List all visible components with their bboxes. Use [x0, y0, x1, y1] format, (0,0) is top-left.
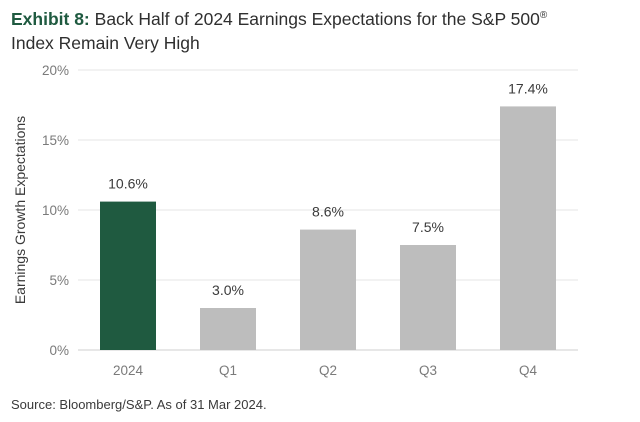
x-tick-label: Q1	[219, 363, 237, 378]
data-label: 3.0%	[212, 282, 244, 298]
chart-title: Exhibit 8: Back Half of 2024 Earnings Ex…	[11, 7, 611, 55]
source-note: Source: Bloomberg/S&P. As of 31 Mar 2024…	[11, 397, 267, 412]
x-tick-label: 2024	[113, 363, 144, 378]
x-tick-label: Q4	[519, 363, 538, 378]
y-tick-label: 20%	[42, 63, 69, 78]
data-label: 7.5%	[412, 219, 444, 235]
data-label: 10.6%	[108, 176, 148, 192]
bar-q3	[400, 245, 456, 350]
x-tick-label: Q2	[319, 363, 337, 378]
x-tick-label: Q3	[419, 363, 437, 378]
title-line-2: Index Remain Very High	[11, 33, 200, 53]
bar-2024	[100, 201, 156, 350]
y-tick-label: 10%	[42, 203, 69, 218]
y-tick-label: 15%	[42, 133, 69, 148]
y-tick-label: 0%	[49, 343, 69, 358]
bar-q4	[500, 106, 556, 351]
y-tick-label: 5%	[49, 273, 69, 288]
bar-q2	[300, 229, 356, 350]
data-label: 17.4%	[508, 80, 548, 96]
data-label: 8.6%	[312, 204, 344, 220]
bar-q1	[200, 308, 256, 350]
exhibit-label: Exhibit 8:	[11, 9, 90, 29]
y-axis-label: Earnings Growth Expectations	[12, 116, 28, 304]
title-line-1: Back Half of 2024 Earnings Expectations …	[94, 9, 540, 29]
registered-mark: ®	[539, 10, 548, 22]
bar-chart: 0% 5% 10% 15% 20% Earnings Growth Expectation…	[12, 63, 578, 378]
